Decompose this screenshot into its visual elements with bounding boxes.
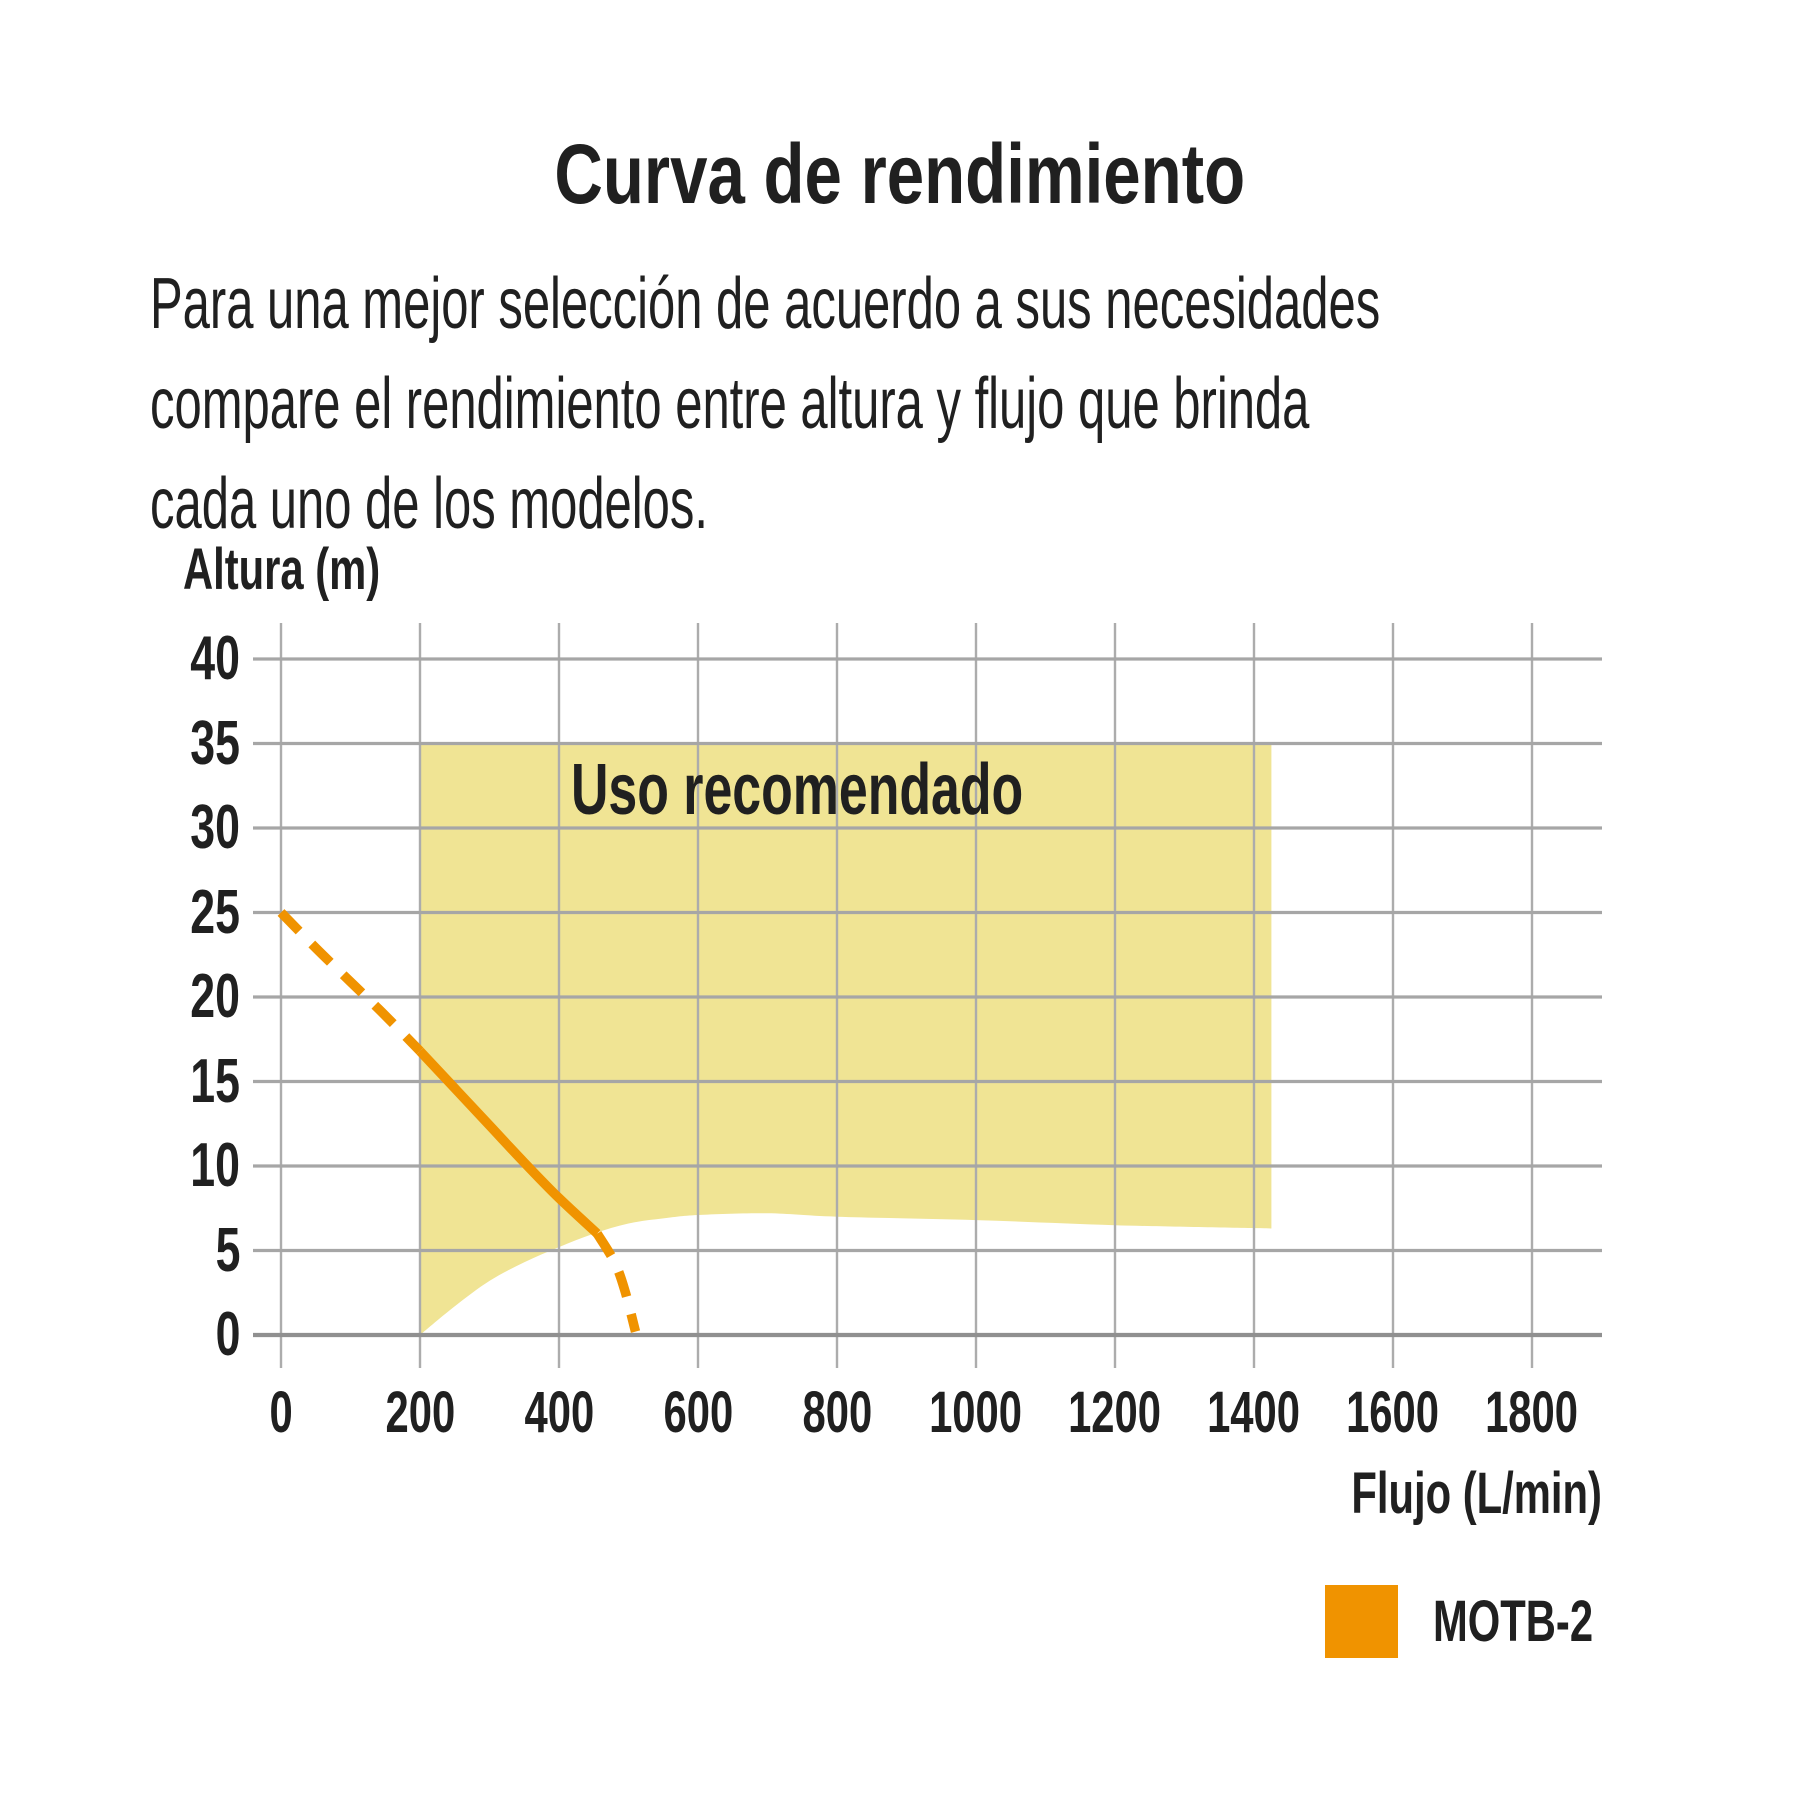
x-tick-label: 1200 — [1068, 1380, 1162, 1445]
recommended-zone-label: Uso recomendado — [570, 750, 1024, 830]
x-tick-label: 800 — [802, 1380, 872, 1445]
y-tick-label: 30 — [190, 793, 240, 862]
x-tick-label: 200 — [385, 1380, 455, 1445]
page-title: Curva de rendimiento — [554, 127, 1246, 221]
x-tick-label: 1800 — [1485, 1380, 1579, 1445]
recommended-zone-area — [420, 743, 1272, 1335]
y-tick-label: 35 — [190, 708, 240, 778]
x-tick-label: 1400 — [1207, 1380, 1301, 1445]
y-tick-label: 5 — [215, 1215, 240, 1285]
description-line: cada uno de los modelos. — [150, 464, 708, 544]
x-tick-label: 1600 — [1346, 1380, 1440, 1445]
motb2-curve-solid — [416, 1047, 601, 1238]
motb2-curve-dashed — [277, 909, 424, 1055]
legend-swatch-motb2 — [1325, 1585, 1398, 1658]
description-line: compare el rendimiento entre altura y fl… — [150, 364, 1310, 444]
motb2-curve-dashed — [593, 1231, 641, 1333]
x-tick-label: 600 — [663, 1380, 733, 1445]
y-tick-label: 25 — [190, 877, 240, 947]
x-tick-label: 1000 — [929, 1380, 1023, 1445]
description-line: Para una mejor selección de acuerdo a su… — [150, 264, 1381, 344]
y-tick-label: 40 — [190, 624, 240, 693]
y-tick-label: 20 — [190, 962, 240, 1031]
x-axis-title: Flujo (L/min) — [1351, 1461, 1602, 1526]
x-tick-label: 0 — [269, 1380, 293, 1445]
legend-label-motb2: MOTB-2 — [1433, 1589, 1594, 1654]
x-tick-label: 400 — [524, 1380, 594, 1445]
y-tick-label: 15 — [190, 1046, 240, 1116]
y-tick-label: 0 — [215, 1300, 240, 1369]
y-axis-title: Altura (m) — [183, 537, 381, 602]
y-tick-label: 10 — [190, 1131, 240, 1200]
description: Para una mejor selección de acuerdo a su… — [150, 254, 1800, 554]
